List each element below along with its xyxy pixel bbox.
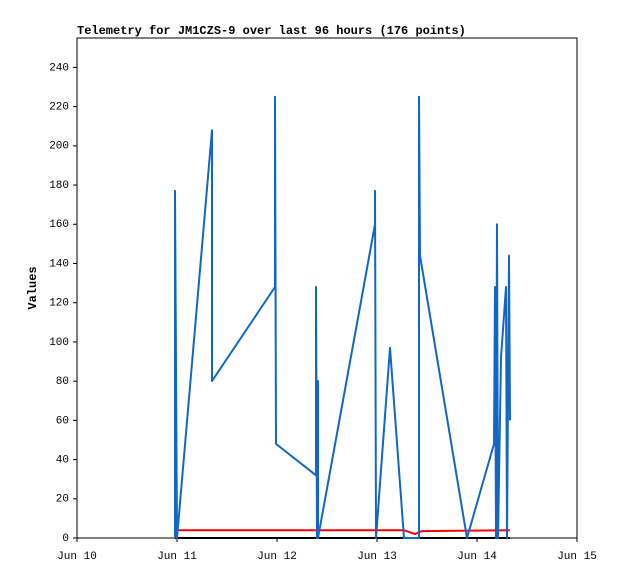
- series-line: [175, 529, 511, 536]
- y-tick-label: 120: [49, 298, 69, 310]
- chart-title: Telemetry for JM1CZS-9 over last 96 hour…: [77, 24, 466, 38]
- x-tick-label: Jun 10: [57, 551, 97, 563]
- y-tick-label: 0: [62, 533, 69, 545]
- x-tick-label: Jun 12: [257, 551, 297, 563]
- y-tick-label: 100: [49, 337, 69, 349]
- x-tick-label: Jun 14: [457, 551, 497, 563]
- y-tick-label: 200: [49, 141, 69, 153]
- x-tick-label: Jun 15: [557, 551, 597, 563]
- x-tick-label: Jun 11: [157, 551, 197, 563]
- x-tick-label: Jun 13: [357, 551, 397, 563]
- y-tick-label: 80: [56, 376, 69, 388]
- y-tick-label: 240: [49, 62, 69, 74]
- y-tick-label: 140: [49, 258, 69, 270]
- y-tick-label: 60: [56, 415, 69, 427]
- y-axis-label: Values: [26, 266, 40, 309]
- y-tick-label: 40: [56, 454, 69, 466]
- series-line: [174, 95, 511, 539]
- y-tick-label: 220: [49, 102, 69, 114]
- plot-frame: [76, 37, 578, 539]
- y-tick-label: 20: [56, 494, 69, 506]
- y-tick-label: 180: [49, 180, 69, 192]
- y-tick-label: 160: [49, 219, 69, 231]
